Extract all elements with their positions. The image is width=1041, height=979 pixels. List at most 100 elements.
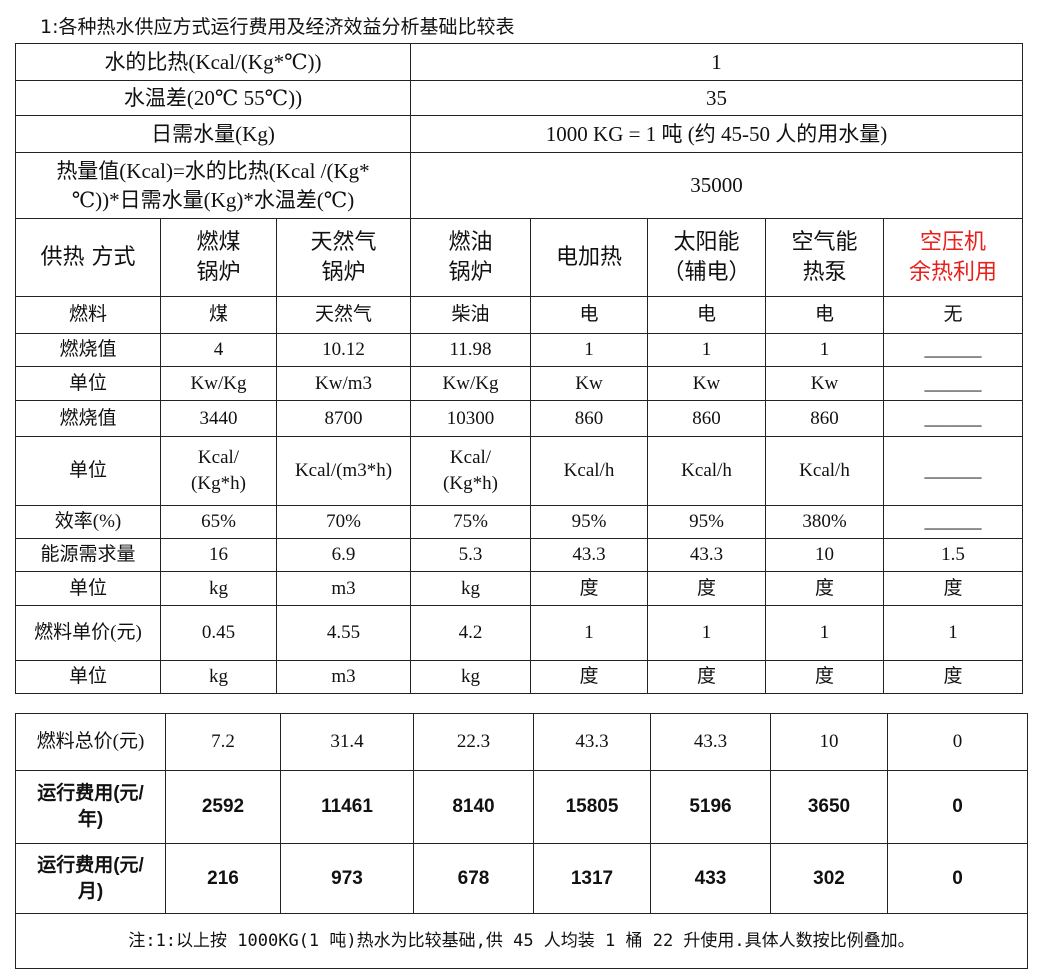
table-row: 燃料单价(元) 0.45 4.55 4.2 1 1 1 1: [15, 605, 1023, 661]
table-cell: 单位: [15, 436, 161, 506]
table-cell: Kcal/h: [765, 436, 884, 506]
table-row: 水的比热(Kcal/(Kg*℃)) 1: [15, 43, 1023, 81]
header-cell: 电加热: [530, 218, 648, 297]
table-cell: Kcal/ (Kg*h): [410, 436, 531, 506]
table-cell: ______: [883, 400, 1023, 437]
table-cell: Kw: [647, 366, 766, 401]
table-cell: Kcal/h: [647, 436, 766, 506]
table-cell: 65%: [160, 505, 277, 539]
header-cell: 天然气 锅炉: [276, 218, 411, 297]
table-cell: 燃烧值: [15, 400, 161, 437]
table-cell: 1.5: [883, 538, 1023, 572]
table-cell: m3: [276, 571, 411, 606]
table-cell: 10.12: [276, 333, 411, 367]
table-cell: 1: [883, 605, 1023, 661]
table-cell: 热量值(Kcal)=水的比热(Kcal /(Kg* ℃))*日需水量(Kg)*水…: [15, 152, 411, 219]
table-cell: 6.9: [276, 538, 411, 572]
table-cell: 燃烧值: [15, 333, 161, 367]
table-row: 日需水量(Kg) 1000 KG = 1 吨 (约 45-50 人的用水量): [15, 115, 1023, 153]
table-cell: 0: [887, 713, 1028, 771]
table-cell: 380%: [765, 505, 884, 539]
table-cell: 1: [647, 605, 766, 661]
table-cell: 煤: [160, 296, 277, 334]
table-cell: 860: [530, 400, 648, 437]
table-cell: kg: [160, 660, 277, 694]
table-cell: 效率(%): [15, 505, 161, 539]
table-cell: 燃料单价(元): [15, 605, 161, 661]
table-cell: 4.2: [410, 605, 531, 661]
table-cell: 度: [647, 571, 766, 606]
cost-table: 燃料总价(元) 7.2 31.4 22.3 43.3 43.3 10 0 运行费用(元/ 年) 2…: [15, 713, 1028, 969]
table-cell: 水温差(20℃ 55℃)): [15, 80, 411, 116]
table-cell: 7.2: [165, 713, 281, 771]
header-cell: 供热 方式: [15, 218, 161, 297]
table-cell: 70%: [276, 505, 411, 539]
table-cell: 860: [647, 400, 766, 437]
table-row: 单位 Kw/Kg Kw/m3 Kw/Kg Kw Kw Kw ______: [15, 366, 1023, 401]
table-cell: Kw: [530, 366, 648, 401]
table-cell: 15805: [533, 770, 651, 844]
table-row: 单位 Kcal/ (Kg*h) Kcal/(m3*h) Kcal/ (Kg*h) Kca…: [15, 436, 1023, 506]
table-cell: 电: [530, 296, 648, 334]
header-cell: 空压机 余热利用: [883, 218, 1023, 297]
table-cell: Kcal/h: [530, 436, 648, 506]
table-cell: 能源需求量: [15, 538, 161, 572]
table-cell: 运行费用(元/ 月): [15, 843, 166, 914]
header-row: 供热 方式 燃煤 锅炉 天然气 锅炉 燃油 锅炉 电加热 太阳能 （辅电） 空气能 热泵 空压…: [15, 218, 1023, 297]
table-cell: Kw/Kg: [160, 366, 277, 401]
table-cell: 1: [765, 333, 884, 367]
table-cell: 单位: [15, 571, 161, 606]
table-cell: 2592: [165, 770, 281, 844]
table-cell: 10: [765, 538, 884, 572]
table-cell: 75%: [410, 505, 531, 539]
table-cell: Kcal/ (Kg*h): [160, 436, 277, 506]
table-cell: kg: [410, 571, 531, 606]
table-cell: 43.3: [650, 713, 771, 771]
table-cell: 度: [765, 660, 884, 694]
table-cell: 43.3: [647, 538, 766, 572]
table-cell: 1: [530, 605, 648, 661]
table-cell: 无: [883, 296, 1023, 334]
top-table: 水的比热(Kcal/(Kg*℃)) 1 水温差(20℃ 55℃)) 35 日需水量(Kg…: [15, 43, 1023, 219]
table-cell: 1: [410, 43, 1023, 81]
table-cell: 度: [530, 571, 648, 606]
table-cell: 11461: [280, 770, 414, 844]
table-row: 单位 kg m3 kg 度度度度: [15, 571, 1023, 606]
table-cell: ______: [883, 366, 1023, 401]
table-cell: 度: [883, 571, 1023, 606]
table-cell: Kw/m3: [276, 366, 411, 401]
header-cell: 燃油 锅炉: [410, 218, 531, 297]
table-cell: 0.45: [160, 605, 277, 661]
table-cell: Kw/Kg: [410, 366, 531, 401]
table-cell: Kw: [765, 366, 884, 401]
table-cell: 10300: [410, 400, 531, 437]
table-cell: 5196: [650, 770, 771, 844]
table-cell: 11.98: [410, 333, 531, 367]
table-cell: 8140: [413, 770, 534, 844]
table-cell: 单位: [15, 660, 161, 694]
title: 1:各种热水供应方式运行费用及经济效益分析基础比较表: [40, 16, 515, 38]
table-cell: 4.55: [276, 605, 411, 661]
table-cell: kg: [160, 571, 277, 606]
table-cell: ______: [883, 436, 1023, 506]
table-cell: 16: [160, 538, 277, 572]
table-cell: 电: [647, 296, 766, 334]
table-cell: 1: [647, 333, 766, 367]
table-cell: 22.3: [413, 713, 534, 771]
table-cell: 电: [765, 296, 884, 334]
table-cell: 度: [530, 660, 648, 694]
table-row: 燃烧值 3440 8700 10300 860 860 860 ______: [15, 400, 1023, 437]
table-cell: 43.3: [533, 713, 651, 771]
table-cell: 0: [887, 843, 1028, 914]
table-cell: 1: [530, 333, 648, 367]
header-cell: 空气能 热泵: [765, 218, 884, 297]
table-cell: 31.4: [280, 713, 414, 771]
table-cell: 216: [165, 843, 281, 914]
table-cell: 35: [410, 80, 1023, 116]
main-table: 供热 方式 燃煤 锅炉 天然气 锅炉 燃油 锅炉 电加热 太阳能 （辅电） 空气能 热泵 空压…: [15, 218, 1023, 694]
table-cell: ______: [883, 333, 1023, 367]
table-cell: 燃料: [15, 296, 161, 334]
table-cell: 8700: [276, 400, 411, 437]
table-cell: 3440: [160, 400, 277, 437]
